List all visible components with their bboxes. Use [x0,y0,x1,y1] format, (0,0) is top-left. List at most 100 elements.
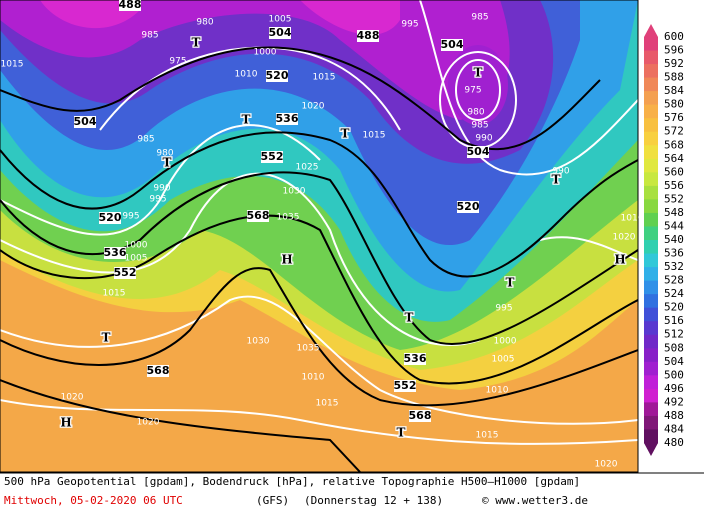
legend-label: 552 [664,192,684,205]
pressure-label: 1015 [476,431,499,441]
pressure-label: 1020 [302,102,325,112]
legend-swatch [644,131,658,146]
pressure-label: 1015 [313,73,336,83]
legend-swatch [644,361,658,376]
pressure-label: 1015 [363,131,386,141]
pressure-label: 1035 [297,344,320,354]
legend-swatch [644,253,658,268]
map-labels: 488 504 488 504 520 504 536 552 504 520 568 520 536 5… [1,0,644,470]
pressure-label: 985 [141,31,158,41]
geopotential-lines [0,46,638,472]
geopotential-label-bg [404,353,426,365]
pressure-center: T [405,311,414,325]
pressure-label: 980 [467,108,484,118]
legend-swatch [644,240,658,255]
geopotential-label-bg [261,151,283,163]
geopotential-label: 520 [457,200,480,213]
geopotential-label-bg [276,113,298,125]
pressure-label: 1020 [613,233,636,243]
geopotential-label: 568 [409,409,432,422]
pressure-label: 1025 [296,163,319,173]
footer-model: (GFS) [256,494,289,507]
geopotential-label-bg [266,70,288,82]
geopotential-label: 520 [266,69,289,82]
geopotential-label-bg [409,410,431,422]
legend-swatch [644,172,658,187]
legend-label: 492 [664,395,684,408]
map-frame [0,0,639,473]
legend-label: 588 [664,71,684,84]
geopotential-label: 552 [114,266,137,279]
geopotential-label: 488 [119,0,142,11]
legend-label: 480 [664,436,684,449]
legend-label: 524 [664,287,684,300]
geopotential-label: 568 [247,209,270,222]
geopotential-label-bg [457,201,479,213]
legend-swatch [644,37,658,52]
pressure-label: 1010 [486,386,509,396]
legend-label: 536 [664,247,684,260]
pressure-center: T [192,36,201,50]
pressure-label: 1005 [125,254,148,264]
legend-label: 564 [664,152,684,165]
pressure-label: 975 [464,86,481,96]
pressure-label: 995 [149,195,166,205]
pressure-center: H [614,253,625,267]
pressure-label: 1000 [125,241,148,251]
geopotential-label-bg [394,380,416,392]
pressure-label: 1020 [61,393,84,403]
legend-label: 572 [664,125,684,138]
pressure-label: 990 [475,134,492,144]
legend-swatch [644,226,658,241]
geopotential-label: 504 [269,26,292,39]
pressure-label: 1005 [269,15,292,25]
legend-label: 600 [664,30,684,43]
pressure-center: T [552,173,561,187]
pressure-center: T [506,276,515,290]
pressure-label: 1030 [283,187,306,197]
pressure-label: 1010 [621,214,644,224]
legend-label: 512 [664,328,684,341]
geopotential-label-bg [114,267,136,279]
legend-label: 488 [664,409,684,422]
legend-label: 548 [664,206,684,219]
pressure-center: T [163,156,172,170]
legend-label: 568 [664,138,684,151]
geopotential-label: 504 [74,115,97,128]
map [0,0,638,472]
pressure-center: H [281,253,292,267]
geopotential-label: 504 [467,145,490,158]
pressure-label: 1000 [494,337,517,347]
geopotential-label-bg [269,27,291,39]
legend-label: 576 [664,111,684,124]
geopotential-label: 488 [357,29,380,42]
geopotential-label-bg [357,30,379,42]
geopotential-label: 536 [104,246,127,259]
legend-swatch [644,104,658,119]
legend-label: 516 [664,314,684,327]
pressure-label: 975 [169,57,186,67]
legend-swatch [644,429,658,444]
legend-label: 528 [664,274,684,287]
pressure-label: 1015 [103,289,126,299]
legend-label: 592 [664,57,684,70]
footer-line: 500 hPa Geopotential [gpdam], Bodendruck… [4,475,580,488]
legend-label: 596 [664,44,684,57]
pressure-label: 995 [401,20,418,30]
geopotential-label: 520 [99,211,122,224]
legend-swatch [644,158,658,173]
legend-label: 540 [664,233,684,246]
legend-swatch [644,77,658,92]
legend-label: 520 [664,301,684,314]
geopotential-label-bg [74,116,96,128]
legend-swatch [644,294,658,309]
pressure-center: T [341,127,350,141]
legend-swatch [644,145,658,160]
legend-label: 504 [664,355,684,368]
footer-credit: © www.wetter3.de [482,494,588,507]
legend-label: 556 [664,179,684,192]
legend-swatch [644,280,658,295]
legend-label: 484 [664,422,684,435]
pressure-label: 995 [122,212,139,222]
legend-swatch [644,50,658,65]
